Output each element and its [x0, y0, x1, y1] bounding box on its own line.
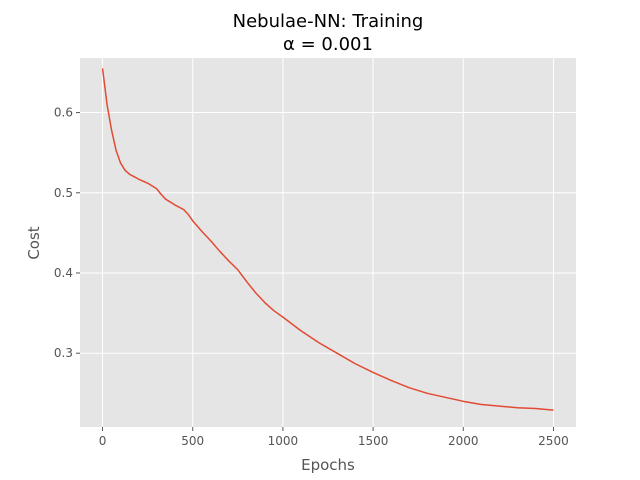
x-axis-ticks: 0 500 1000 1500 2000 2500 — [99, 427, 569, 448]
chart-subtitle: α = 0.001 — [283, 34, 373, 55]
y-axis-label: Cost — [25, 226, 43, 259]
cost-series-line — [101, 68, 554, 411]
y-tick-label: 0.5 — [54, 186, 73, 200]
x-axis-label: Epochs — [301, 456, 355, 474]
x-tick-label: 2500 — [538, 434, 569, 448]
y-tick-label: 0.3 — [54, 346, 73, 360]
x-tick-label: 1500 — [358, 434, 389, 448]
x-tick-label: 0 — [99, 434, 107, 448]
x-tick-label: 500 — [181, 434, 204, 448]
x-gridlines — [102, 58, 554, 427]
x-tick-label: 1000 — [268, 434, 299, 448]
plot-area — [80, 58, 576, 427]
y-axis-ticks: 0.3 0.4 0.5 0.6 — [54, 106, 80, 360]
x-tick-label: 2000 — [448, 434, 479, 448]
chart-title: Nebulae-NN: Training — [233, 11, 424, 32]
y-tick-label: 0.4 — [54, 266, 73, 280]
y-tick-label: 0.6 — [54, 106, 73, 120]
y-gridlines — [80, 112, 576, 354]
